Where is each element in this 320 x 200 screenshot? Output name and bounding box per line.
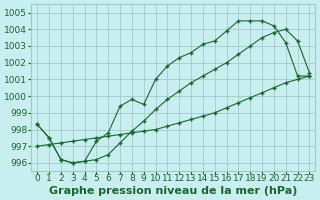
- X-axis label: Graphe pression niveau de la mer (hPa): Graphe pression niveau de la mer (hPa): [49, 186, 298, 196]
